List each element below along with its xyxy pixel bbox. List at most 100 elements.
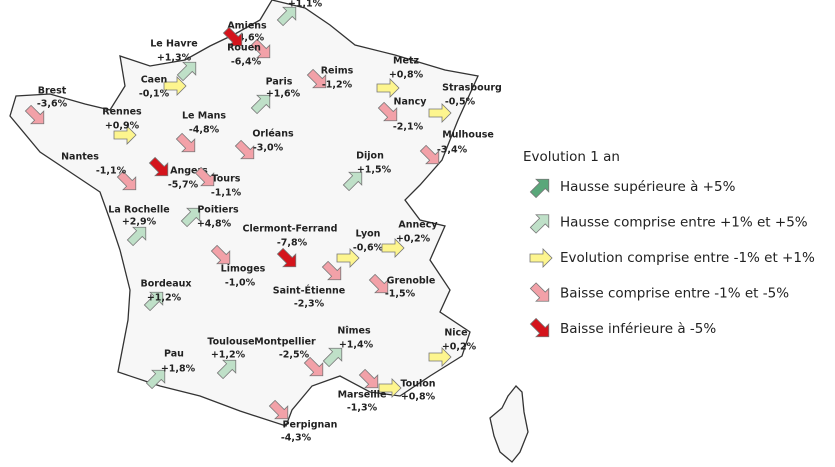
trend-arrow	[377, 101, 398, 122]
city-name: Marseille	[338, 390, 387, 401]
city-change: +1,5%	[357, 165, 392, 176]
city-name: Angers	[170, 166, 208, 177]
city-name: Pau	[164, 349, 184, 360]
trend-arrow	[194, 166, 215, 187]
legend-label: Hausse comprise entre +1% et +5%	[560, 215, 808, 231]
city-change: +1,4%	[339, 340, 374, 351]
legend-arrow	[529, 317, 550, 338]
city-name: Nice	[444, 328, 467, 339]
city-name: Limoges	[221, 264, 266, 275]
city-name: Paris	[266, 77, 293, 88]
legend-arrow	[529, 248, 553, 268]
trend-arrow	[116, 170, 137, 191]
city-change: +1,8%	[161, 364, 196, 375]
legend-label: Evolution comprise entre -1% et +1%	[560, 250, 815, 266]
trend-arrow	[180, 207, 201, 228]
trend-arrow	[234, 139, 255, 160]
city-name: Toulon	[400, 379, 435, 390]
city-change: -1,0%	[225, 278, 256, 289]
city-name: Nîmes	[337, 326, 371, 337]
city-change: -0,5%	[445, 97, 476, 108]
city-name: Reims	[321, 66, 354, 77]
city-name: Grenoble	[387, 276, 436, 287]
city-name: Caen	[141, 75, 168, 86]
trend-arrow	[419, 144, 440, 165]
city-name: Orléans	[252, 129, 294, 140]
city-change: +0,8%	[401, 392, 436, 403]
city-change: -2,5%	[279, 350, 310, 361]
city-change: -2,1%	[393, 122, 424, 133]
trend-arrow	[342, 171, 363, 192]
trend-arrow	[428, 347, 452, 367]
city-change: -3,6%	[37, 99, 68, 110]
city-name: Metz	[393, 56, 419, 67]
trend-arrow	[428, 103, 452, 123]
city-change: +1,2%	[211, 350, 246, 361]
city-change: -1,2%	[322, 80, 353, 91]
trend-arrow	[176, 61, 197, 82]
trend-arrow	[148, 156, 169, 177]
trend-arrow	[358, 368, 379, 389]
city-name: Tours	[212, 174, 241, 185]
trend-arrow	[126, 226, 147, 247]
trend-arrow	[216, 359, 237, 380]
trend-arrow	[163, 76, 187, 96]
city-name: Mulhouse	[442, 130, 494, 141]
city-name: Clermont-Ferrand	[243, 224, 338, 235]
city-change: -4,8%	[189, 125, 220, 136]
trend-arrow	[250, 94, 271, 115]
trend-arrow	[113, 125, 137, 145]
city-name: Rennes	[102, 107, 142, 118]
trend-arrow	[24, 104, 45, 125]
city-change: -1,3%	[347, 403, 378, 414]
trend-arrow	[336, 248, 360, 268]
city-change: +2,9%	[122, 217, 157, 228]
city-name: Lyon	[356, 229, 381, 240]
city-name: Dijon	[356, 151, 384, 162]
city-change: +1,1%	[288, 0, 323, 10]
trend-arrow	[381, 238, 405, 258]
trend-arrow	[145, 369, 166, 390]
city-change: -6,4%	[231, 57, 262, 68]
city-name: Annecy	[398, 220, 438, 231]
city-name: La Rochelle	[108, 205, 169, 216]
trend-arrow	[303, 356, 324, 377]
city-change: -0,1%	[139, 89, 170, 100]
corsica-outline	[489, 385, 529, 463]
city-change: +1,3%	[157, 53, 192, 64]
trend-arrow	[250, 38, 271, 59]
city-name: Le Mans	[182, 111, 226, 122]
city-name: Saint-Étienne	[273, 285, 345, 297]
city-change: +0,9%	[105, 121, 140, 132]
city-name: Nantes	[61, 152, 99, 163]
city-change: +0,2%	[396, 234, 431, 245]
trend-arrow	[322, 347, 343, 368]
city-change: -4,6%	[234, 33, 265, 44]
trend-arrow	[175, 132, 196, 153]
city-change: -4,3%	[281, 433, 312, 444]
legend-arrow	[529, 178, 550, 199]
legend-title: Evolution 1 an	[523, 149, 620, 165]
city-change: -3,0%	[253, 143, 284, 154]
trend-arrow	[368, 273, 389, 294]
city-change: +0,2%	[442, 342, 477, 353]
city-name: Rouen	[227, 43, 261, 54]
city-change: -7,8%	[277, 238, 308, 249]
legend-label: Hausse supérieure à +5%	[560, 179, 736, 195]
city-name: Nancy	[394, 97, 428, 108]
city-name: Perpignan	[283, 420, 338, 431]
trend-arrow	[210, 244, 231, 265]
city-change: +1,2%	[147, 293, 182, 304]
trend-arrow	[306, 68, 327, 89]
city-name: Toulouse	[207, 337, 254, 348]
city-change: +0,8%	[389, 70, 424, 81]
trend-arrow	[276, 247, 297, 268]
trend-arrow	[222, 26, 243, 47]
city-change: -2,3%	[294, 299, 325, 310]
city-name: Le Havre	[150, 39, 198, 50]
city-change: +1,6%	[266, 89, 301, 100]
city-change: -1,1%	[211, 188, 242, 199]
trend-arrow	[378, 378, 402, 398]
city-name: Montpellier	[254, 337, 316, 348]
